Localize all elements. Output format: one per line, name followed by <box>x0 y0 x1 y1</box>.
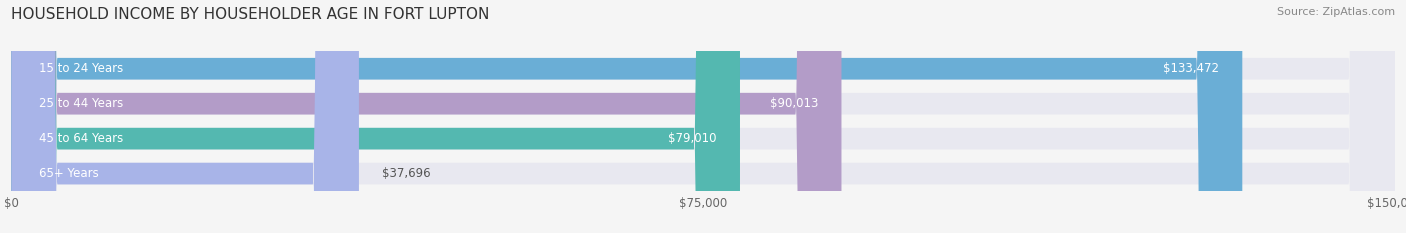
FancyBboxPatch shape <box>11 0 1395 233</box>
FancyBboxPatch shape <box>11 0 1395 233</box>
Text: $133,472: $133,472 <box>1163 62 1219 75</box>
Text: 15 to 24 Years: 15 to 24 Years <box>39 62 124 75</box>
FancyBboxPatch shape <box>11 0 1395 233</box>
FancyBboxPatch shape <box>11 0 1395 233</box>
FancyBboxPatch shape <box>11 0 740 233</box>
FancyBboxPatch shape <box>11 0 841 233</box>
FancyBboxPatch shape <box>11 0 359 233</box>
FancyBboxPatch shape <box>11 0 1243 233</box>
Text: HOUSEHOLD INCOME BY HOUSEHOLDER AGE IN FORT LUPTON: HOUSEHOLD INCOME BY HOUSEHOLDER AGE IN F… <box>11 7 489 22</box>
Text: 65+ Years: 65+ Years <box>39 167 98 180</box>
Text: 25 to 44 Years: 25 to 44 Years <box>39 97 124 110</box>
Text: Source: ZipAtlas.com: Source: ZipAtlas.com <box>1277 7 1395 17</box>
Text: $90,013: $90,013 <box>770 97 818 110</box>
Text: $79,010: $79,010 <box>668 132 717 145</box>
Text: 45 to 64 Years: 45 to 64 Years <box>39 132 124 145</box>
Text: $37,696: $37,696 <box>382 167 430 180</box>
